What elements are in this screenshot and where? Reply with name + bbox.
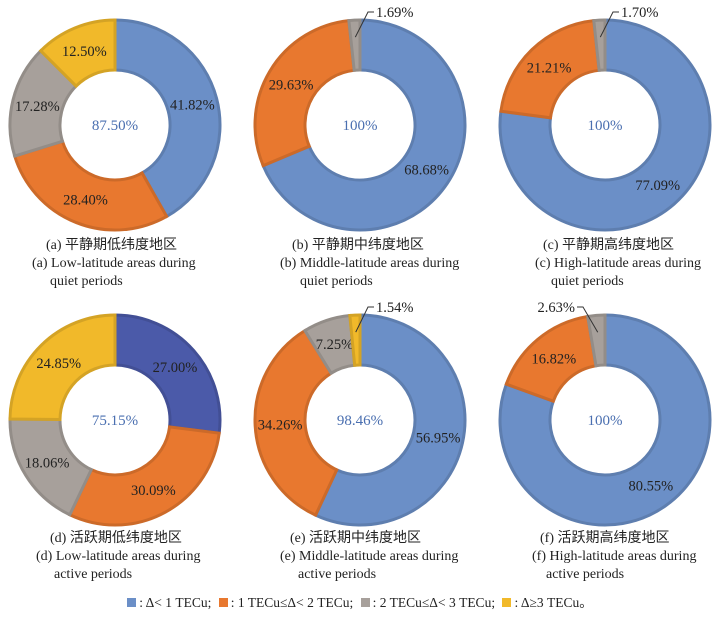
slice-label-f-2: 2.63% — [538, 300, 575, 316]
slice-e-0 — [313, 313, 467, 527]
donut-chart-c: 77.09% 21.21% 1.70% 100% — [498, 5, 712, 232]
slice-b-1 — [253, 18, 356, 168]
donut-chart-f: 80.55% 16.82% 2.63% 100% — [498, 300, 712, 527]
legend-item-2to3: : 2 TECu≤Δ< 3 TECu; — [360, 595, 496, 611]
donut-chart-e: 56.95% 34.26% 7.25% 1.54% 98.46% — [253, 300, 467, 527]
center-label-c: 100% — [588, 118, 623, 134]
slice-label-d-0: 27.00% — [153, 360, 198, 376]
caption-a: (a) 平静期低纬度地区 (a) Low-latitude areas duri… — [32, 237, 196, 291]
legend-item-1to2: : 1 TECu≤Δ< 2 TECu; — [218, 595, 354, 611]
slice-a-3 — [38, 18, 117, 89]
donut-charts-figure: 41.82% 28.40% 17.28% 12.50% 87.50% 68.68% 29.6… — [8, 5, 712, 527]
caption-f-en-2: active periods — [546, 567, 625, 582]
legend-item-ge3: : Δ≥3 TECu。 — [502, 591, 593, 611]
slice-label-e-1: 34.26% — [258, 418, 303, 434]
legend: : Δ< 1 TECu; : 1 TECu≤Δ< 2 TECu; : 2 TEC… — [0, 591, 720, 611]
caption-b: (b) 平静期中纬度地区 (b) Middle-latitude areas d… — [280, 237, 459, 291]
slice-a-1 — [12, 139, 169, 232]
caption-a-cn: (a) 平静期低纬度地区 — [46, 238, 178, 253]
caption-f-en-1: (f) High-latitude areas during — [532, 549, 697, 564]
legend-label-1to2: : 1 TECu≤Δ< 2 TECu; — [230, 595, 354, 610]
caption-a-en-2: quiet periods — [50, 274, 123, 289]
caption-b-en-1: (b) Middle-latitude areas during — [280, 256, 460, 271]
slice-d-0 — [113, 313, 222, 435]
slice-a-0 — [113, 18, 222, 219]
slice-label-e-0: 56.95% — [416, 430, 461, 446]
caption-c-en-1: (c) High-latitude areas during — [535, 256, 701, 271]
caption-b-en-2: quiet periods — [300, 274, 373, 289]
callout-line-e — [355, 306, 374, 333]
slice-label-f-1: 16.82% — [531, 351, 576, 367]
donut-chart-a: 41.82% 28.40% 17.28% 12.50% 87.50% — [8, 18, 222, 232]
slice-label-b-0: 68.68% — [404, 162, 449, 178]
caption-c-en-2: quiet periods — [551, 274, 624, 289]
legend-swatch-2to3 — [360, 598, 370, 608]
caption-e-en-1: (e) Middle-latitude areas during — [280, 549, 459, 564]
caption-d: (d) 活跃期低纬度地区 (d) Low-latitude areas duri… — [36, 530, 200, 584]
slice-label-c-0: 77.09% — [635, 178, 680, 194]
slice-label-a-2: 17.28% — [15, 99, 60, 115]
center-label-f: 100% — [588, 413, 623, 429]
slice-d-3 — [8, 313, 117, 421]
caption-d-en-2: active periods — [54, 567, 133, 582]
caption-d-cn: (d) 活跃期低纬度地区 — [50, 531, 182, 546]
slice-label-a-1: 28.40% — [63, 192, 108, 208]
legend-swatch-1to2 — [218, 598, 228, 608]
caption-c-cn: (c) 平静期高纬度地区 — [543, 238, 675, 253]
center-label-a: 87.50% — [92, 118, 138, 134]
donut-chart-d: 27.00% 30.09% 18.06% 24.85% 75.15% — [8, 313, 222, 527]
caption-b-cn: (b) 平静期中纬度地区 — [292, 238, 424, 253]
slice-b-0 — [261, 18, 467, 232]
slice-label-b-1: 29.63% — [269, 77, 314, 93]
caption-e-en-2: active periods — [298, 567, 377, 582]
slice-e-1 — [253, 328, 339, 518]
slice-label-c-1: 21.21% — [527, 61, 572, 77]
legend-swatch-lt1 — [127, 598, 137, 608]
slice-label-c-2: 1.70% — [621, 5, 658, 21]
center-label-d: 75.15% — [92, 413, 138, 429]
slice-label-a-3: 12.50% — [62, 44, 107, 60]
legend-swatch-ge3 — [502, 598, 512, 608]
slice-label-e-2: 7.25% — [316, 337, 353, 353]
caption-e: (e) 活跃期中纬度地区 (e) Middle-latitude areas d… — [280, 530, 458, 584]
donut-chart-b: 68.68% 29.63% 1.69% 100% — [253, 5, 467, 232]
slice-c-1 — [499, 18, 601, 120]
callout-line-c — [599, 11, 619, 38]
slice-label-a-0: 41.82% — [170, 98, 215, 114]
callout-line-f — [577, 306, 599, 333]
slice-d-1 — [67, 425, 221, 527]
slice-f-2 — [586, 313, 607, 368]
legend-label-lt1: : Δ< 1 TECu; — [139, 595, 212, 610]
caption-d-en-1: (d) Low-latitude areas during — [36, 549, 201, 564]
center-label-e: 98.46% — [337, 413, 383, 429]
legend-label-2to3: : 2 TECu≤Δ< 3 TECu; — [372, 595, 496, 610]
caption-f-cn: (f) 活跃期高纬度地区 — [540, 531, 670, 546]
slice-label-e-3: 1.54% — [376, 300, 413, 316]
slice-label-b-2: 1.69% — [376, 5, 413, 21]
slice-label-f-0: 80.55% — [629, 479, 674, 495]
caption-a-en-1: (a) Low-latitude areas during — [32, 256, 196, 271]
legend-label-ge3: : Δ≥3 TECu。 — [514, 595, 593, 610]
slice-label-d-1: 30.09% — [131, 483, 176, 499]
slice-f-0 — [498, 313, 712, 527]
slice-c-0 — [498, 18, 712, 232]
caption-c: (c) 平静期高纬度地区 (c) High-latitude areas dur… — [535, 237, 701, 291]
callout-line-b — [354, 11, 374, 38]
center-label-b: 100% — [343, 118, 378, 134]
slice-label-d-3: 24.85% — [36, 356, 81, 372]
caption-e-cn: (e) 活跃期中纬度地区 — [290, 531, 422, 546]
caption-f: (f) 活跃期高纬度地区 (f) High-latitude areas dur… — [532, 530, 696, 584]
slice-label-d-2: 18.06% — [25, 455, 70, 471]
legend-item-lt1: : Δ< 1 TECu; — [127, 595, 211, 611]
